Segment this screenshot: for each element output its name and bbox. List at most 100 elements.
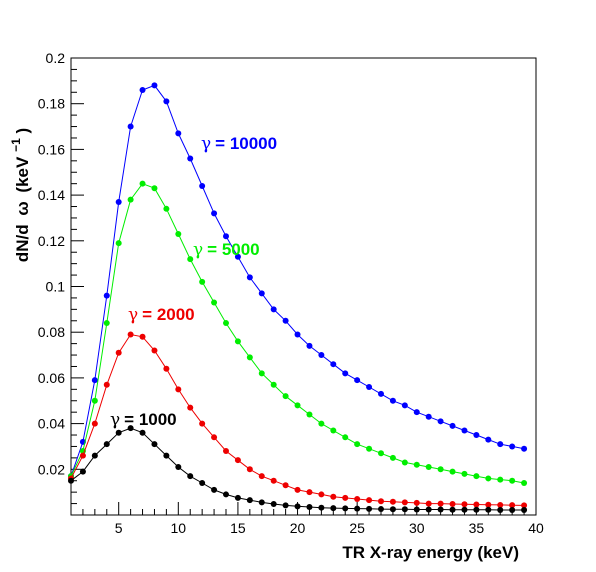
data-point	[425, 464, 432, 471]
data-point	[437, 506, 444, 513]
y-axis-label: dN/d ω (keV −1 )	[5, 128, 32, 262]
data-point	[246, 354, 253, 361]
data-point	[223, 448, 229, 455]
series-3	[68, 425, 528, 513]
data-point	[234, 338, 241, 345]
data-point	[473, 501, 480, 508]
y-tick-label: 0.16	[38, 141, 65, 157]
data-point	[378, 506, 384, 513]
data-point	[306, 504, 313, 511]
data-point	[342, 370, 349, 377]
x-tick-label: 5	[115, 520, 123, 536]
data-point	[211, 434, 218, 441]
data-point	[103, 441, 110, 448]
data-point	[342, 494, 349, 501]
data-point	[163, 365, 170, 372]
data-point	[389, 506, 396, 513]
data-point	[401, 402, 408, 409]
x-axis-label: TR X-ray energy (keV)	[342, 543, 519, 562]
data-point	[473, 432, 480, 439]
data-point	[413, 461, 420, 468]
data-point	[282, 482, 289, 489]
data-point	[211, 210, 218, 217]
data-point	[199, 420, 206, 427]
data-point	[330, 493, 337, 500]
data-point	[342, 434, 349, 441]
series-0	[68, 82, 528, 480]
data-point	[306, 411, 313, 418]
y-tick-label: 0.1	[46, 279, 66, 295]
series-2	[68, 331, 528, 509]
series-label: γ = 2000	[128, 305, 195, 325]
data-point	[282, 317, 289, 324]
data-point	[318, 420, 325, 427]
data-point	[413, 506, 420, 513]
data-point	[401, 459, 408, 466]
data-point	[115, 198, 122, 205]
data-point	[473, 506, 480, 513]
data-point	[425, 413, 432, 420]
data-point	[521, 506, 528, 513]
data-point	[389, 397, 396, 404]
data-point	[318, 491, 325, 498]
data-point	[139, 86, 146, 93]
data-point	[223, 491, 229, 498]
data-point	[199, 278, 206, 285]
data-point	[306, 489, 313, 496]
data-point	[151, 185, 158, 192]
data-point	[473, 473, 480, 480]
plot-frame	[70, 57, 537, 516]
data-point	[151, 441, 158, 448]
data-point	[413, 499, 420, 506]
data-point	[330, 361, 337, 368]
data-point	[211, 299, 218, 306]
data-point	[282, 393, 289, 400]
data-point	[461, 427, 468, 434]
data-point	[258, 473, 265, 480]
data-point	[187, 404, 194, 411]
y-tick-label: 0.12	[38, 233, 65, 249]
data-point	[425, 506, 432, 513]
data-point	[103, 381, 110, 388]
series-label: γ = 10000	[201, 134, 277, 154]
data-point	[127, 425, 134, 432]
x-tick-label: 30	[409, 520, 425, 536]
data-point	[461, 506, 468, 513]
data-point	[175, 386, 182, 393]
data-point	[497, 501, 504, 508]
y-tick-label: 0.2	[46, 50, 66, 66]
data-point	[294, 331, 301, 338]
data-point	[211, 486, 218, 493]
data-point	[437, 418, 444, 425]
data-point	[461, 501, 468, 508]
data-point	[389, 454, 396, 461]
data-point	[91, 397, 98, 404]
data-point	[127, 331, 134, 338]
series-labels: γ = 10000 γ = 5000 γ = 2000 γ = 1000	[110, 134, 277, 430]
x-tick-label: 40	[528, 520, 544, 536]
data-point	[151, 347, 158, 354]
x-tick-label: 35	[469, 520, 485, 536]
x-tick-label: 15	[230, 520, 246, 536]
data-point	[521, 480, 528, 487]
data-point	[246, 274, 253, 281]
data-point	[187, 473, 194, 480]
data-point	[354, 441, 361, 448]
data-point	[127, 123, 134, 130]
data-point	[175, 230, 182, 237]
data-point	[234, 457, 241, 464]
data-point	[270, 477, 277, 484]
data-point	[401, 499, 408, 506]
data-point	[246, 466, 253, 473]
data-point	[68, 477, 74, 484]
data-point	[163, 205, 170, 212]
data-point	[509, 477, 516, 484]
y-tick-label: 0.14	[38, 187, 65, 203]
data-point	[79, 452, 86, 459]
data-point	[366, 384, 373, 391]
data-point	[378, 450, 384, 457]
data-point	[449, 468, 456, 475]
data-point	[330, 427, 337, 434]
data-point	[270, 501, 277, 508]
